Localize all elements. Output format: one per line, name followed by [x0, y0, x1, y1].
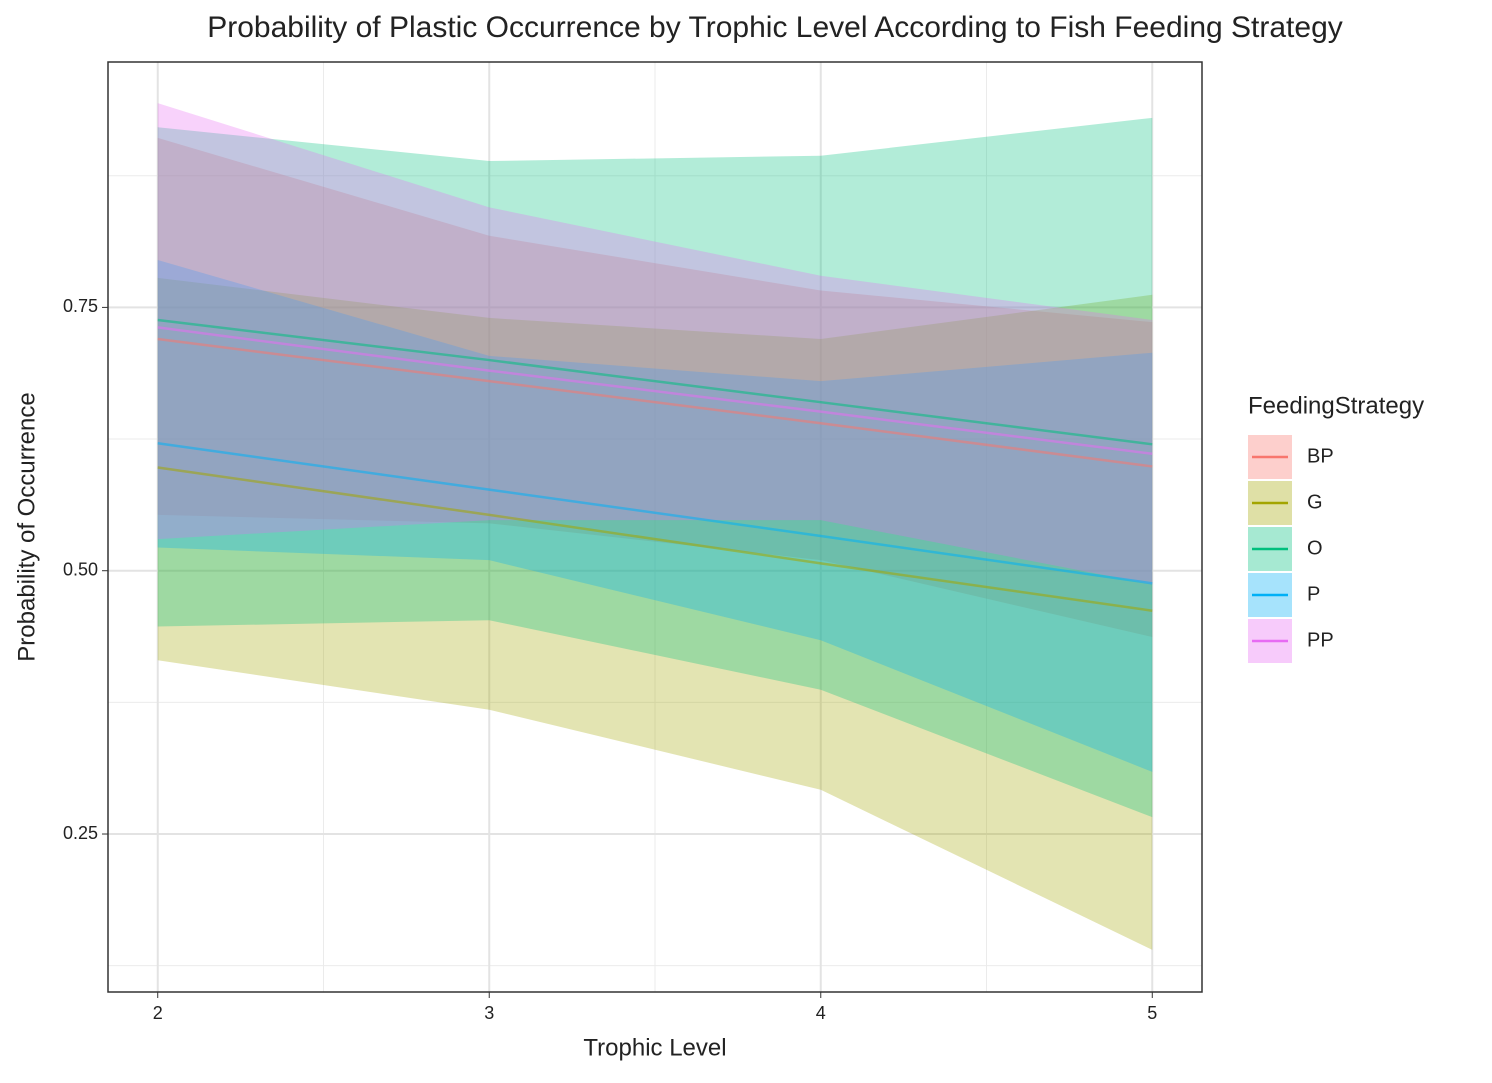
x-axis-title: Trophic Level [583, 1034, 726, 1061]
line [157, 326, 1153, 456]
confidence-ribbon [157, 260, 1153, 772]
legend-label: O [1307, 537, 1323, 559]
legend-title: FeedingStrategy [1248, 392, 1424, 419]
confidence-ribbon [157, 137, 1153, 638]
x-tick-label: 2 [153, 1003, 163, 1023]
line [157, 318, 1153, 446]
panel-border [107, 61, 1203, 993]
line [157, 442, 1153, 585]
legend-label: G [1307, 491, 1323, 513]
legend-label: P [1307, 583, 1320, 605]
line [157, 466, 1153, 612]
y-tick-label: 0.50 [63, 559, 98, 579]
legend-label: PP [1307, 629, 1334, 651]
legend-label: BP [1307, 445, 1334, 467]
line [157, 337, 1153, 468]
y-tick-label: 0.75 [63, 296, 98, 316]
confidence-ribbon [157, 117, 1153, 818]
chart-title: Probability of Plastic Occurrence by Tro… [207, 11, 1343, 44]
confidence-ribbon [157, 277, 1153, 950]
confidence-ribbon [157, 103, 1153, 585]
y-axis-title: Probability of Occurrence [13, 392, 40, 661]
x-tick-label: 4 [816, 1003, 826, 1023]
x-tick-label: 3 [484, 1003, 494, 1023]
x-tick-label: 5 [1147, 1003, 1157, 1023]
y-tick-label: 0.25 [63, 823, 98, 843]
